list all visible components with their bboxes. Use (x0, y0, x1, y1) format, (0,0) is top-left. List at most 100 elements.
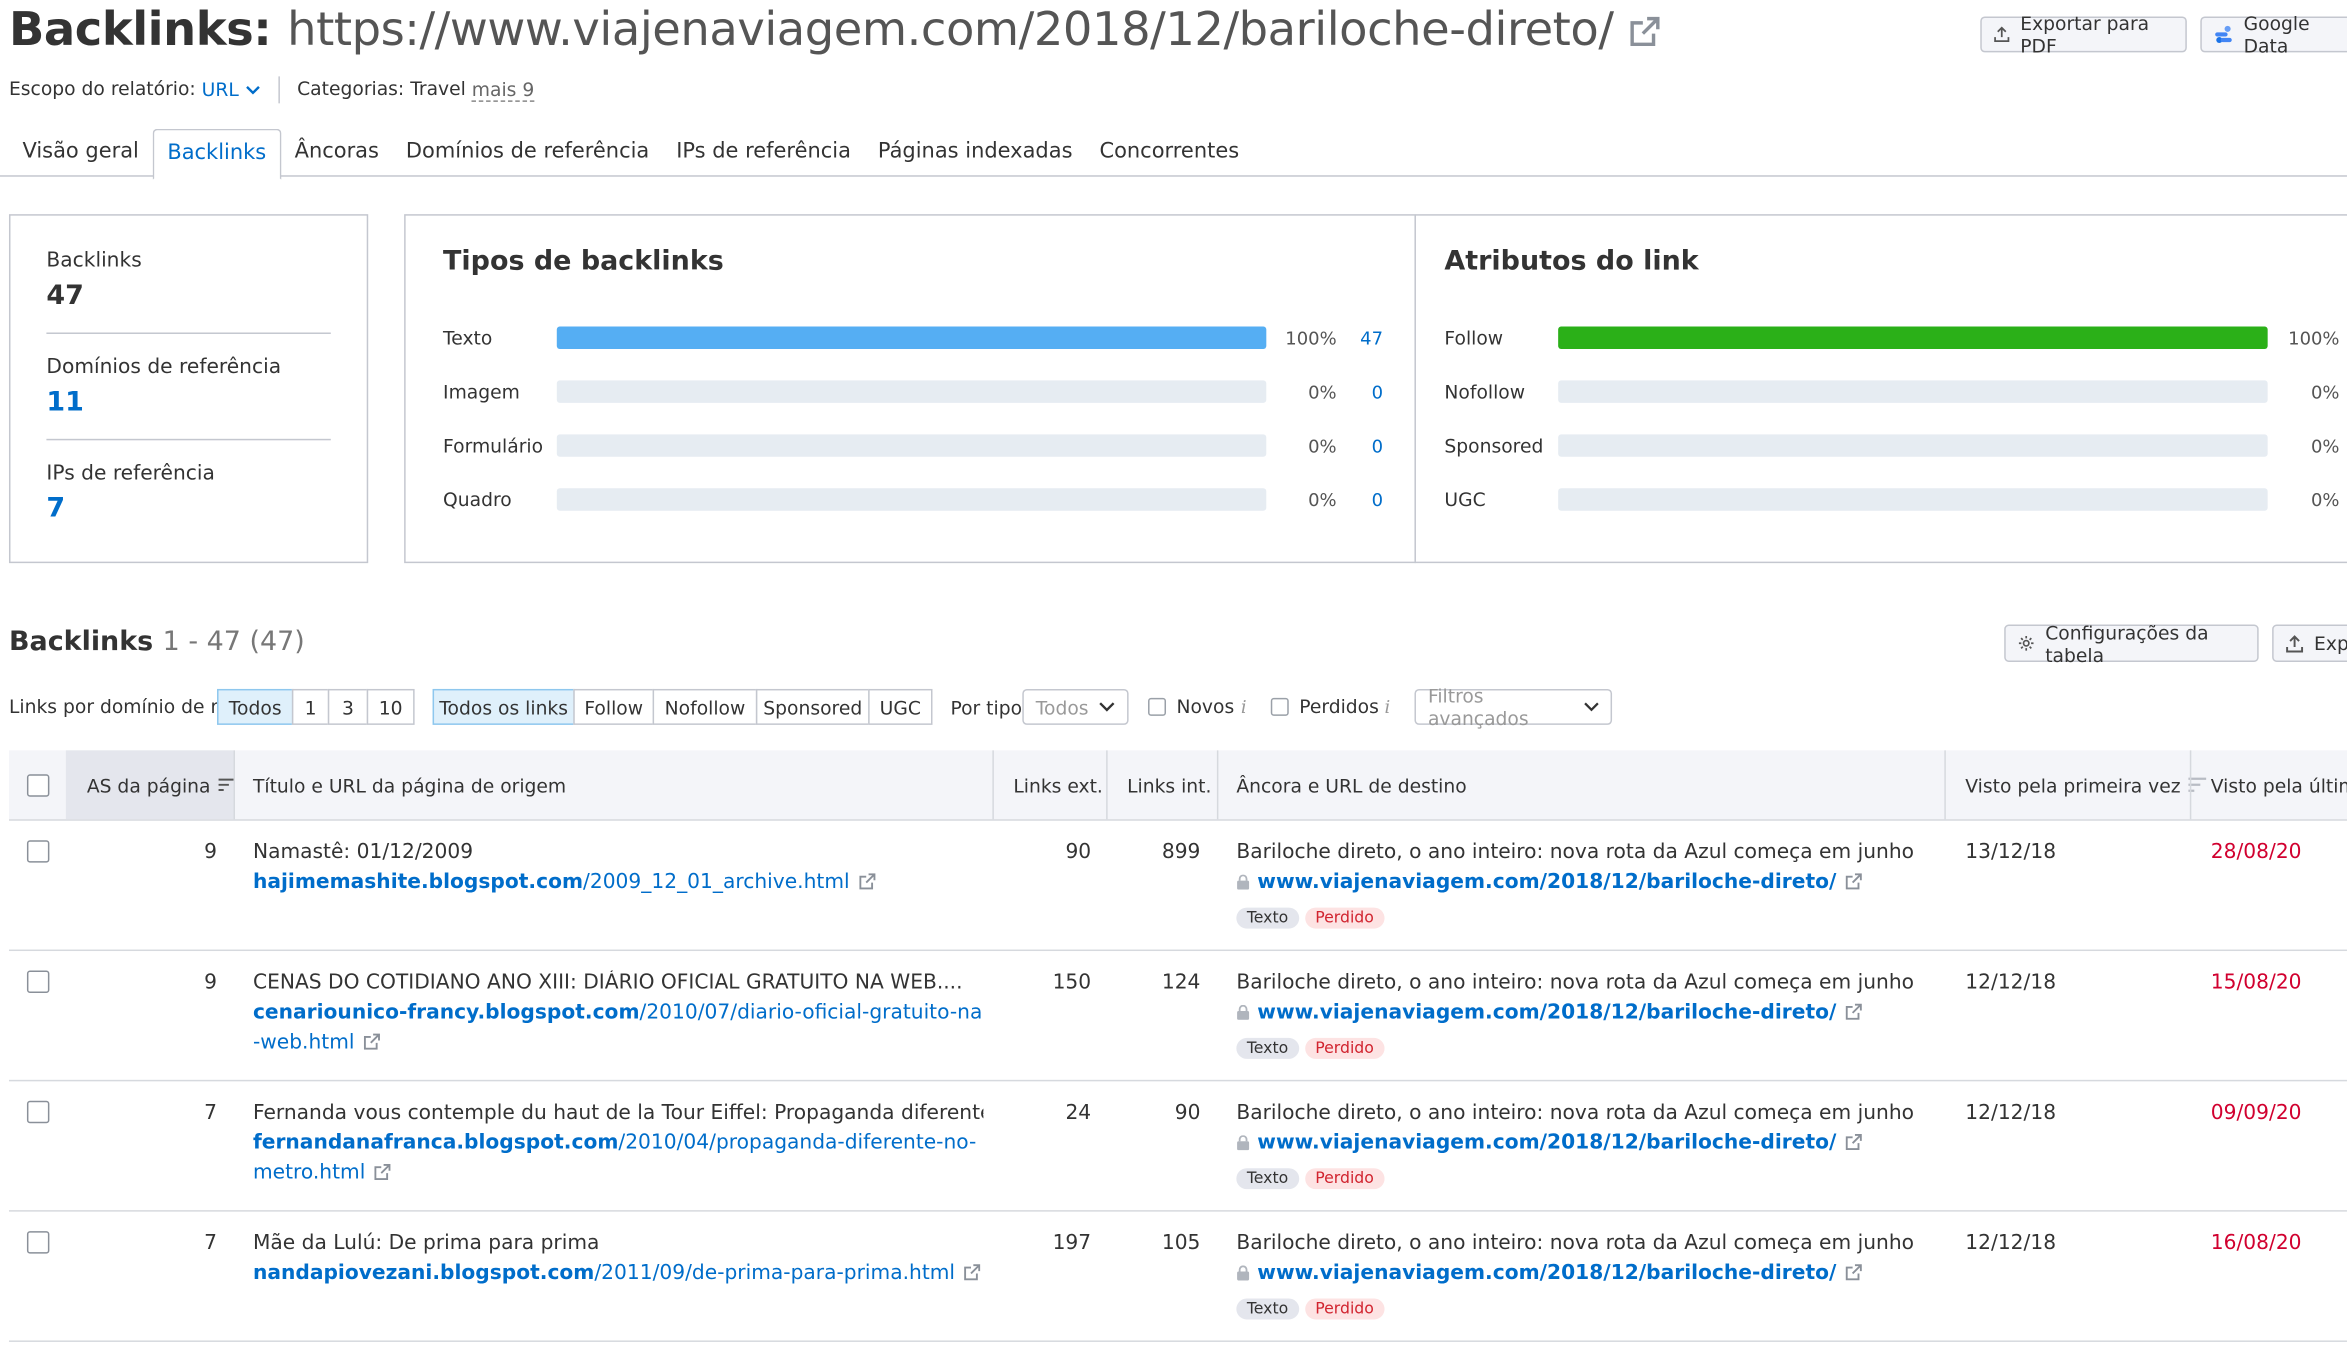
source-url-link[interactable]: hajimemashite.blogspot.com/2009_12_01_ar… (253, 867, 983, 897)
external-link-icon[interactable] (858, 873, 875, 890)
external-link-icon[interactable] (1845, 1003, 1862, 1020)
table-settings-button[interactable]: Configurações da tabela (2004, 621, 2259, 666)
summary-card: Backlinks 47 Domínios de referência 11 I… (8, 214, 369, 564)
export-pdf-button[interactable]: Exportar para PDF (1980, 12, 2187, 57)
external-link-icon[interactable] (374, 1163, 391, 1180)
tab-referring-domains[interactable]: Domínios de referência (405, 139, 650, 164)
chevron-down-icon (245, 85, 260, 94)
source-url-link[interactable]: fernandanafranca.blogspot.com/2010/04/pr… (253, 1128, 983, 1188)
row-checkbox[interactable] (26, 970, 50, 993)
per-domain-1-button[interactable]: 1 (291, 688, 330, 725)
page-title-prefix: Backlinks: (8, 2, 272, 57)
per-domain-3-button[interactable]: 3 (327, 688, 369, 725)
anchor-text: Bariloche direto, o ano inteiro: nova ro… (1236, 840, 1914, 865)
scope-dropdown[interactable]: URL (201, 77, 266, 100)
column-first-seen[interactable]: Visto pela primeira vez (1965, 750, 2207, 819)
row-checkbox[interactable] (26, 840, 50, 863)
target-url: www.viajenaviagem.com/2018/12/bariloche-… (1257, 1130, 1837, 1155)
tab-indexed-pages[interactable]: Páginas indexadas (877, 139, 1073, 164)
select-all-checkbox[interactable] (26, 773, 49, 797)
backlink-type-row-percent: 0% (1308, 489, 1337, 511)
link-attributes-title: Atributos do link (1444, 245, 1699, 278)
google-data-studio-button[interactable]: Google Data (2200, 12, 2347, 57)
first-seen-date: 13/12/18 (1965, 840, 2057, 865)
export-table-label: Exp (2314, 632, 2347, 655)
page-title-url[interactable]: https://www.viajenaviagem.com/2018/12/ba… (287, 2, 1614, 57)
link-type-badge: Texto (1236, 1298, 1299, 1320)
column-last-seen[interactable]: Visto pela última (2210, 773, 2347, 797)
all-links-button[interactable]: Todos os links (432, 688, 575, 725)
scope-label: Escopo do relatório: (8, 77, 196, 100)
nofollow-filter-button[interactable]: Nofollow (652, 688, 758, 725)
backlink-type-bar-fill (556, 326, 1267, 349)
external-link-icon[interactable] (1845, 873, 1862, 890)
referring-ips-value[interactable]: 7 (46, 492, 66, 525)
info-icon[interactable]: i (1240, 696, 1247, 718)
ext-links-value: 90 (1065, 840, 1092, 865)
lock-icon (1237, 874, 1250, 890)
lost-links-checkbox[interactable] (1270, 697, 1289, 716)
referring-domains-value[interactable]: 11 (46, 386, 84, 418)
row-checkbox[interactable] (26, 1231, 50, 1254)
new-links-checkbox[interactable] (1148, 697, 1167, 716)
scope-value: URL (201, 77, 239, 100)
external-link-icon[interactable] (363, 1033, 380, 1050)
target-url-link[interactable]: www.viajenaviagem.com/2018/12/bariloche-… (1236, 1130, 1862, 1155)
page-as-value: 9 (204, 840, 218, 865)
row-checkbox[interactable] (26, 1100, 50, 1124)
per-domain-all-button[interactable]: Todos (217, 688, 294, 725)
link-attribute-row-label: UGC (1444, 488, 1486, 511)
tab-anchors[interactable]: Âncoras (294, 139, 379, 164)
anchor-text: Bariloche direto, o ano inteiro: nova ro… (1236, 1100, 1914, 1125)
tab-competitors[interactable]: Concorrentes (1099, 139, 1240, 164)
column-source: Título e URL da página de origem (252, 773, 567, 797)
export-table-button[interactable]: Exp (2272, 624, 2347, 662)
backlink-type-row-count[interactable]: 47 (1360, 327, 1384, 349)
report-tabs: Visão geral Backlinks Âncoras Domínios d… (9, 128, 1253, 180)
sponsored-filter-button[interactable]: Sponsored (755, 688, 870, 725)
link-attribute-row-label: Sponsored (1444, 434, 1544, 457)
link-attribute-bar-track (1558, 380, 2268, 403)
target-url-link[interactable]: www.viajenaviagem.com/2018/12/bariloche-… (1236, 870, 1862, 895)
per-domain-10-button[interactable]: 10 (366, 688, 415, 725)
info-icon[interactable]: i (1384, 696, 1391, 718)
summary-divider (46, 438, 331, 441)
backlink-type-row-count[interactable]: 0 (1371, 489, 1384, 511)
backlinks-table-range: 1 - 47 (47) (162, 626, 305, 658)
categories-label: Categorias: (297, 77, 405, 100)
by-type-dropdown[interactable]: Todos (1022, 688, 1129, 725)
backlink-type-row-count[interactable]: 0 (1371, 381, 1384, 403)
target-url-link[interactable]: www.viajenaviagem.com/2018/12/bariloche-… (1236, 1000, 1862, 1024)
advanced-filters-dropdown[interactable]: Filtros avançados (1414, 684, 1613, 729)
source-url-link[interactable]: cenariounico-francy.blogspot.com/2010/07… (253, 997, 983, 1057)
backlink-type-row-percent: 0% (1308, 381, 1337, 403)
external-link-icon[interactable] (1629, 16, 1659, 47)
more-categories-link[interactable]: mais 9 (471, 77, 535, 102)
ugc-filter-button[interactable]: UGC (868, 688, 933, 725)
link-attribute-bar-track (1558, 434, 2268, 457)
target-url: www.viajenaviagem.com/2018/12/bariloche-… (1257, 870, 1837, 895)
anchor-text: Bariloche direto, o ano inteiro: nova ro… (1236, 1231, 1914, 1256)
chevron-down-icon (1583, 702, 1598, 712)
tab-referring-ips[interactable]: IPs de referência (676, 139, 851, 164)
column-ext-links[interactable]: Links ext. (1013, 773, 1103, 797)
follow-filter-button[interactable]: Follow (573, 688, 655, 725)
external-link-icon[interactable] (1845, 1133, 1862, 1150)
source-url-path: /2010/04/propaganda-diferente-no-metro.h… (252, 1130, 977, 1185)
column-divider (233, 750, 235, 820)
external-link-icon[interactable] (964, 1264, 981, 1281)
source-url-path: /2010/07/diario-oficial-gratuito-na-web.… (252, 1000, 983, 1055)
column-page-as[interactable]: AS da página (65, 750, 234, 820)
backlink-types-title: Tipos de backlinks (443, 245, 724, 278)
tab-overview[interactable]: Visão geral (22, 139, 139, 164)
page-as-value: 9 (204, 970, 218, 995)
source-url-link[interactable]: nandapiovezani.blogspot.com/2011/09/de-p… (253, 1258, 983, 1288)
tab-backlinks[interactable]: Backlinks (152, 128, 282, 180)
target-url-link[interactable]: www.viajenaviagem.com/2018/12/bariloche-… (1236, 1261, 1862, 1285)
external-link-icon[interactable] (1845, 1264, 1862, 1281)
source-url-domain: fernandanafranca.blogspot.com (252, 1130, 619, 1155)
column-int-links[interactable]: Links int. (1127, 773, 1212, 797)
backlink-type-row-count[interactable]: 0 (1371, 435, 1384, 457)
status-badge: Perdido (1304, 1168, 1385, 1190)
link-attribute-row-label: Nofollow (1444, 380, 1526, 403)
